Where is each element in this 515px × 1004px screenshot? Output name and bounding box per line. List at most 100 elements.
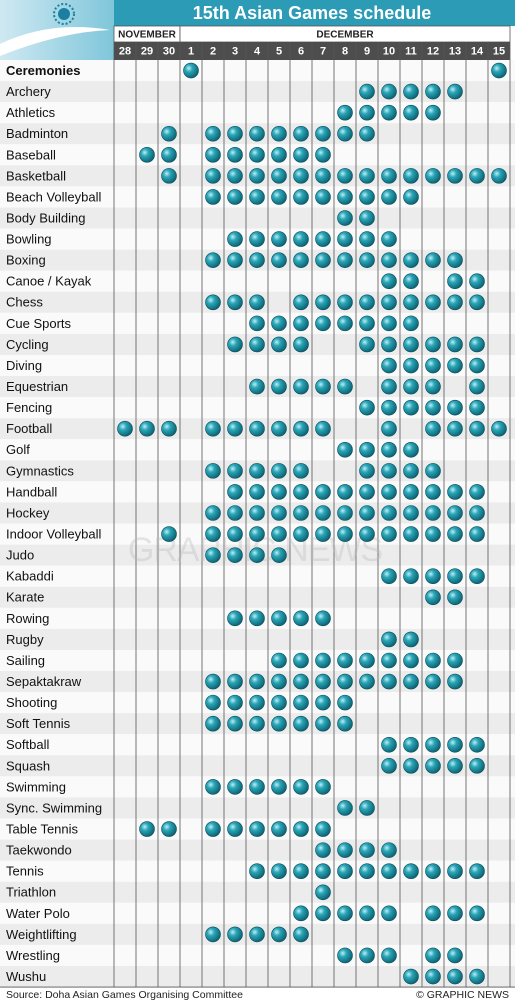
event-dot [161,125,177,142]
event-dot [227,294,243,311]
event-dot [293,905,309,922]
event-dot [469,968,485,985]
event-dot [425,947,441,964]
event-dot [271,652,287,669]
event-dot [381,378,397,395]
event-dot [359,484,375,500]
sport-label: Golf [6,442,30,457]
event-dot [403,168,419,184]
event-dot [315,673,331,690]
event-dot [249,336,265,353]
event-dot [447,568,463,585]
event-dot [271,231,287,247]
event-dot [249,715,265,732]
event-dot [315,694,331,711]
event-dot [117,420,133,437]
event-dot [293,926,309,943]
event-dot [249,463,265,479]
title-band [114,0,515,26]
event-dot [381,294,397,311]
event-dot [381,83,397,100]
event-dot [447,736,463,753]
event-dot [315,610,331,627]
event-dot [227,821,243,837]
event-dot [293,610,309,627]
event-dot [227,779,243,795]
sport-label: Chess [6,295,43,310]
event-dot [205,779,221,795]
event-dot [293,505,309,521]
event-dot [271,863,287,879]
event-dot [139,821,155,837]
event-dot [293,168,309,184]
event-dot [271,252,287,268]
event-dot [381,168,397,184]
event-dot [469,273,485,290]
event-dot [381,652,397,669]
event-dot [359,800,375,816]
sport-label: Indoor Volleyball [6,527,102,542]
row-stripe [0,839,515,861]
event-dot [271,673,287,690]
event-dot [315,252,331,268]
event-dot [359,673,375,690]
event-dot [447,673,463,690]
event-dot [403,526,419,542]
sport-label: Baseball [6,147,56,162]
event-dot [425,736,441,753]
event-dot [403,484,419,500]
sport-label: Triathlon [6,885,56,900]
event-dot [249,420,265,437]
credit: © GRAPHIC NEWS [416,989,509,1001]
event-dot [359,905,375,922]
event-dot [249,779,265,795]
event-dot [447,83,463,100]
event-dot [315,715,331,732]
event-dot [293,147,309,163]
event-dot [337,947,353,964]
event-dot [447,252,463,268]
row-stripe [0,797,515,819]
event-dot [315,378,331,395]
event-dot [425,399,441,416]
event-dot [447,357,463,374]
row-stripe [0,881,515,903]
row-stripe [0,966,515,988]
event-dot [381,842,397,858]
event-dot [337,189,353,205]
sport-label: Body Building [6,210,86,225]
month-label: NOVEMBER [118,30,177,41]
event-dot [381,673,397,690]
event-dot [337,652,353,669]
event-dot [447,484,463,500]
event-dot [403,758,419,774]
event-dot [205,715,221,732]
sport-label: Basketball [6,168,66,183]
month-label: DECEMBER [316,30,374,41]
event-dot [271,694,287,711]
sport-label: Fencing [6,400,52,415]
event-dot [227,252,243,268]
event-dot [425,294,441,311]
event-dot [315,231,331,247]
event-dot [359,505,375,521]
event-dot [205,168,221,184]
sport-label: Wrestling [6,948,60,963]
event-dot [249,189,265,205]
event-dot [381,357,397,374]
event-dot [271,926,287,943]
event-dot [425,252,441,268]
day-label: 30 [163,45,175,57]
event-dot [337,315,353,332]
event-dot [227,715,243,732]
sport-label: Badminton [6,126,68,141]
event-dot [425,758,441,774]
event-dot [315,294,331,311]
event-dot [249,294,265,311]
day-label: 2 [210,45,216,57]
event-dot [447,758,463,774]
day-label: 14 [471,45,484,57]
event-dot [249,505,265,521]
event-dot [315,315,331,332]
event-dot [447,863,463,879]
